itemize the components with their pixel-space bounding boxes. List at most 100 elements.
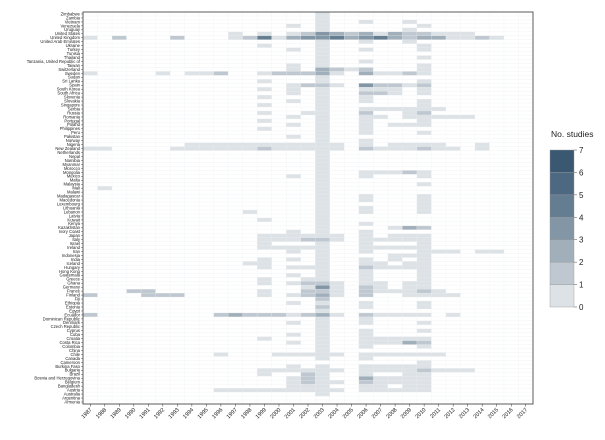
heatmap-cell (228, 352, 243, 357)
heatmap-cell (141, 150, 156, 155)
heatmap-cell (141, 348, 156, 353)
y-tick-label: Cyprus (67, 328, 80, 333)
heatmap-cell (503, 39, 519, 44)
heatmap-cell (358, 71, 374, 76)
heatmap-cell (97, 138, 113, 143)
heatmap-cell (83, 130, 98, 135)
heatmap-cell (97, 392, 113, 397)
heatmap-cell (213, 221, 229, 226)
heatmap-cell (286, 305, 301, 310)
heatmap-cell (460, 316, 476, 321)
heatmap-cell (184, 241, 200, 246)
heatmap-cell (445, 43, 461, 48)
heatmap-cell (358, 217, 374, 223)
x-tick-label: 1996 (211, 407, 224, 420)
heatmap-cell (431, 31, 447, 36)
heatmap-cell (431, 15, 447, 21)
heatmap-cell (257, 51, 272, 56)
heatmap-cell (112, 281, 127, 286)
heatmap-cell (431, 91, 447, 96)
heatmap-cell (503, 368, 519, 373)
heatmap-cell (344, 324, 359, 329)
heatmap-cell (97, 39, 113, 44)
heatmap-cell (445, 114, 461, 120)
heatmap-cell (387, 87, 403, 92)
heatmap-cell (489, 308, 505, 314)
heatmap-cell (445, 265, 461, 270)
heatmap-cell (155, 380, 171, 385)
heatmap-cell (402, 261, 418, 266)
heatmap-cell (300, 130, 316, 135)
heatmap-cell (83, 103, 98, 108)
heatmap-cell (431, 340, 447, 345)
heatmap-cell (213, 257, 229, 262)
heatmap-cell (228, 110, 243, 116)
heatmap-cell (503, 170, 519, 175)
heatmap-cell (141, 332, 156, 337)
heatmap-cell (460, 213, 476, 219)
heatmap-cell (387, 360, 403, 365)
heatmap-cell (271, 257, 287, 262)
heatmap-cell (213, 79, 229, 84)
y-tick-label: Israel (70, 241, 80, 246)
heatmap-cell (242, 142, 258, 147)
heatmap-cell (184, 273, 200, 278)
heatmap-cell (141, 352, 156, 357)
heatmap-cell (402, 134, 418, 139)
heatmap-cell (126, 261, 142, 266)
heatmap-cell (503, 209, 519, 215)
heatmap-cell (83, 31, 98, 36)
heatmap-cell (358, 336, 374, 341)
heatmap-cell (300, 392, 316, 397)
heatmap-cell (184, 245, 200, 250)
heatmap-cell (286, 392, 301, 397)
heatmap-cell (445, 237, 461, 242)
heatmap-cell (170, 83, 185, 88)
heatmap-cell (445, 277, 461, 282)
heatmap-cell (503, 289, 519, 294)
heatmap-cell (344, 23, 359, 28)
heatmap-cell (315, 320, 330, 325)
heatmap-cell (112, 99, 127, 104)
heatmap-cell (242, 15, 258, 21)
heatmap-cell (518, 15, 534, 21)
heatmap-cell (126, 134, 142, 139)
heatmap-cell (518, 198, 534, 203)
heatmap-cell (286, 130, 301, 135)
heatmap-cell (112, 308, 127, 314)
heatmap-cell (474, 55, 490, 60)
heatmap-cell (170, 372, 185, 377)
heatmap-cell (518, 241, 534, 246)
heatmap-cell (402, 126, 418, 131)
heatmap-cell (344, 75, 359, 80)
heatmap-cell (373, 221, 388, 226)
heatmap-cell (155, 162, 171, 167)
heatmap-cell (431, 380, 447, 385)
heatmap-cell (344, 384, 359, 389)
heatmap-cell (97, 99, 113, 104)
heatmap-cell (213, 166, 229, 171)
y-tick-label: Australia (64, 392, 81, 397)
heatmap-cell (257, 71, 272, 76)
heatmap-cell (97, 217, 113, 223)
heatmap-cell (344, 150, 359, 155)
y-tick-label: Kazakhstan (58, 225, 81, 230)
heatmap-cell (373, 289, 388, 294)
heatmap-cell (271, 190, 287, 195)
heatmap-cell (257, 237, 272, 242)
heatmap-cell (286, 71, 301, 76)
heatmap-cell (387, 19, 403, 25)
heatmap-cell (199, 253, 214, 258)
heatmap-cell (431, 55, 447, 60)
heatmap-cell (199, 352, 214, 357)
heatmap-cell (489, 356, 505, 361)
heatmap-cell (300, 269, 316, 274)
heatmap-cell (358, 376, 374, 381)
heatmap-cell (213, 47, 229, 52)
heatmap-cell (83, 170, 98, 175)
heatmap-cell (257, 158, 272, 163)
heatmap-cell (97, 285, 113, 290)
heatmap-cell (358, 63, 374, 68)
heatmap-cell (126, 225, 142, 230)
heatmap-cell (503, 67, 519, 72)
